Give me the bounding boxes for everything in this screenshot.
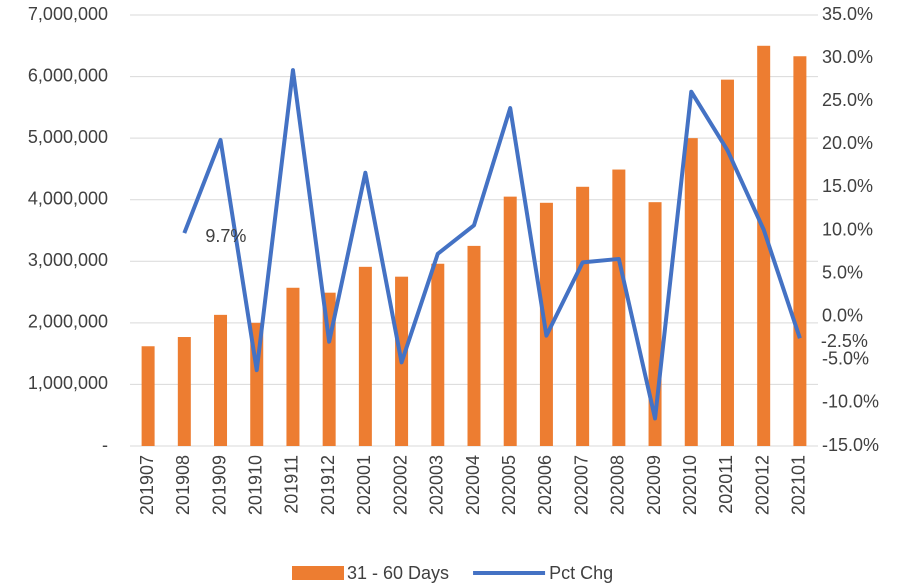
y2-tick-label: -5.0% xyxy=(822,349,869,369)
bar xyxy=(214,314,228,446)
legend-label: Pct Chg xyxy=(549,563,613,583)
x-tick-label: 201909 xyxy=(209,455,229,515)
data-label: 9.7% xyxy=(205,226,246,246)
x-tick-label: 202011 xyxy=(716,455,736,514)
x-tick-label: 202008 xyxy=(608,455,628,515)
bar xyxy=(576,186,590,446)
y2-tick-label: 15.0% xyxy=(822,176,873,196)
bar xyxy=(177,337,191,446)
y-tick-label: 2,000,000 xyxy=(28,312,108,332)
bar xyxy=(141,346,155,446)
legend-swatch xyxy=(292,566,344,580)
y-tick-label: 3,000,000 xyxy=(28,250,108,270)
x-tick-label: 202002 xyxy=(390,455,410,515)
bar xyxy=(467,245,481,446)
x-tick-label: 202005 xyxy=(499,455,519,515)
x-tick-label: 202010 xyxy=(680,455,700,515)
y-tick-label: 1,000,000 xyxy=(28,373,108,393)
y2-tick-label: 35.0% xyxy=(822,4,873,24)
y2-tick-label: 0.0% xyxy=(822,305,863,325)
y-tick-label: 7,000,000 xyxy=(28,4,108,24)
x-tick-label: 202006 xyxy=(535,455,555,515)
bar xyxy=(793,56,807,446)
x-tick-label: 201907 xyxy=(137,455,157,515)
y-tick-label: - xyxy=(102,435,108,455)
bar xyxy=(286,287,300,446)
x-tick-label: 202001 xyxy=(354,455,374,515)
bar xyxy=(720,79,734,447)
bar xyxy=(612,169,626,446)
x-tick-label: 201910 xyxy=(245,455,265,515)
line xyxy=(182,68,802,421)
y-tick-label: 4,000,000 xyxy=(28,188,108,208)
x-tick-label: 201911 xyxy=(282,455,302,514)
x-tick-label: 202004 xyxy=(463,455,483,515)
y-tick-label: 5,000,000 xyxy=(28,127,108,147)
x-tick-label: 201912 xyxy=(318,455,338,515)
y2-tick-label: 30.0% xyxy=(822,47,873,67)
bar xyxy=(358,266,372,446)
legend-label: 31 - 60 Days xyxy=(347,563,449,583)
data-label: -2.5% xyxy=(821,331,868,351)
y2-tick-label: -15.0% xyxy=(822,435,879,455)
bar xyxy=(431,263,445,446)
bar xyxy=(757,45,771,447)
x-tick-label: 202007 xyxy=(571,455,591,515)
x-tick-label: 202101 xyxy=(789,455,809,515)
x-tick-label: 202009 xyxy=(644,455,664,515)
y-tick-label: 6,000,000 xyxy=(28,65,108,85)
bar xyxy=(503,196,517,446)
y2-tick-label: -10.0% xyxy=(822,392,879,412)
y2-tick-label: 5.0% xyxy=(822,262,863,282)
y2-tick-label: 25.0% xyxy=(822,90,873,110)
bar xyxy=(684,138,698,446)
x-tick-label: 202003 xyxy=(427,455,447,515)
x-tick-label: 201908 xyxy=(173,455,193,515)
y2-tick-label: 20.0% xyxy=(822,133,873,153)
x-tick-label: 202012 xyxy=(752,455,772,515)
y2-tick-label: 10.0% xyxy=(822,219,873,239)
